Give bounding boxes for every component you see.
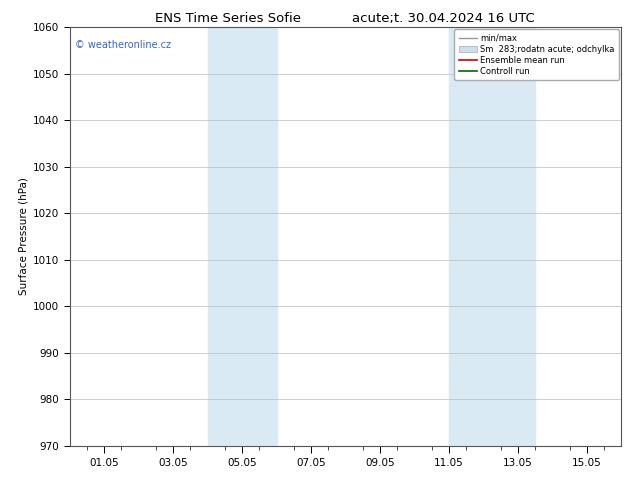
Bar [207, 27, 276, 446]
Legend: min/max, Sm  283;rodatn acute; odchylka, Ensemble mean run, Controll run: min/max, Sm 283;rodatn acute; odchylka, … [455, 29, 619, 80]
Text: acute;t. 30.04.2024 16 UTC: acute;t. 30.04.2024 16 UTC [353, 12, 535, 25]
Bar [449, 27, 535, 446]
Text: ENS Time Series Sofie: ENS Time Series Sofie [155, 12, 301, 25]
Y-axis label: Surface Pressure (hPa): Surface Pressure (hPa) [19, 177, 29, 295]
Text: © weatheronline.cz: © weatheronline.cz [75, 40, 171, 49]
